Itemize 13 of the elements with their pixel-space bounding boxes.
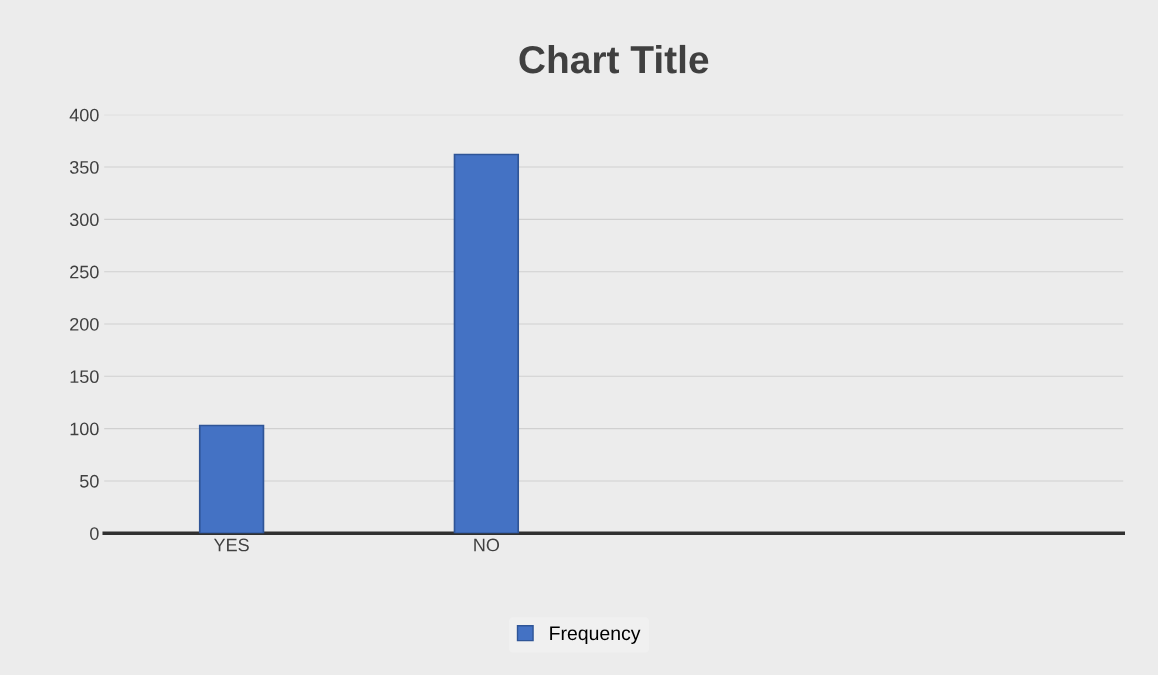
y-tick-label: 250 bbox=[70, 265, 99, 279]
y-tick-label: 0 bbox=[90, 527, 99, 540]
x-tick-label: NO bbox=[474, 538, 500, 552]
y-tick-label: 100 bbox=[70, 422, 99, 436]
y-tick-label: 300 bbox=[69, 213, 99, 227]
y-tick-label: 150 bbox=[70, 370, 99, 384]
y-tick-label: 200 bbox=[70, 317, 99, 331]
y-tick-label: 50 bbox=[80, 474, 99, 488]
x-tick-label: YES bbox=[213, 538, 249, 552]
y-tick-label: 400 bbox=[69, 108, 99, 122]
chart-title: Chart Title bbox=[519, 44, 709, 74]
legend-label: Frequency bbox=[550, 626, 641, 644]
y-tick-label: 350 bbox=[69, 161, 99, 174]
